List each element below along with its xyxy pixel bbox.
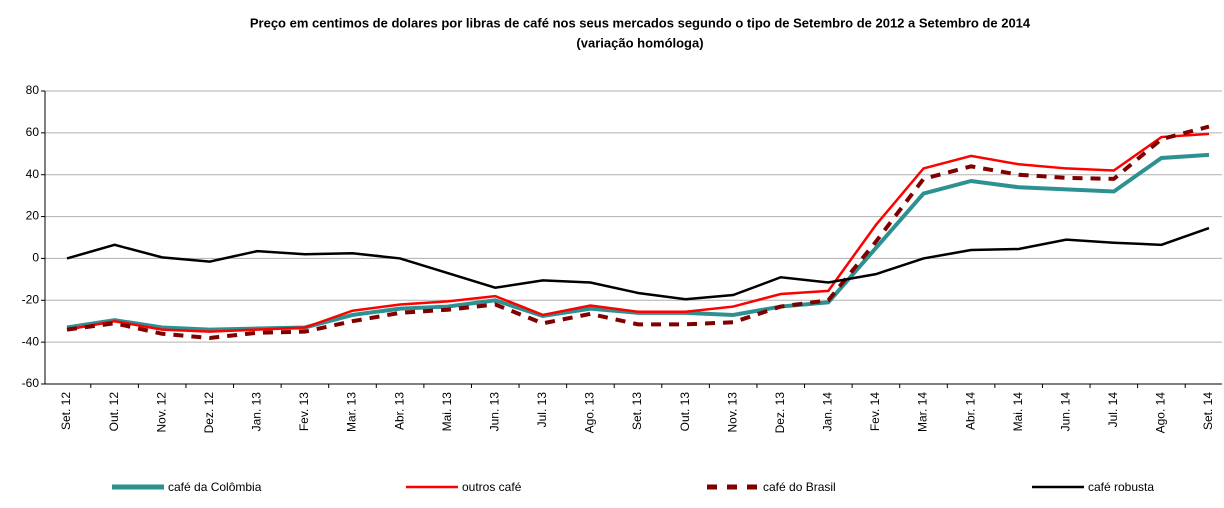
x-tick-label: Ago. 14 <box>1154 392 1168 434</box>
x-tick-label: Set. 13 <box>630 392 644 430</box>
legend-label: café robusta <box>1088 480 1154 494</box>
y-tick-label: 20 <box>26 209 40 223</box>
series-line <box>66 226 1210 301</box>
y-tick-label: -40 <box>22 334 40 348</box>
x-tick-label: Set. 14 <box>1201 392 1215 430</box>
x-tick-label: Set. 12 <box>59 392 73 430</box>
x-tick-label: Dez. 12 <box>202 392 216 434</box>
x-tick-label: Abr. 14 <box>963 392 977 430</box>
x-tick-label: Mai. 13 <box>440 392 454 432</box>
legend-label: café da Colômbia <box>168 480 262 494</box>
x-tick-label: Dez. 13 <box>773 392 787 434</box>
x-tick-label: Jun. 14 <box>1058 392 1072 432</box>
series-line <box>66 124 1210 340</box>
y-tick-label: 80 <box>26 83 40 97</box>
y-tick-label: 60 <box>26 125 40 139</box>
chart-subtitle: (variação homóloga) <box>576 35 703 50</box>
x-tick-label: Mar. 13 <box>345 392 359 432</box>
x-tick-label: Abr. 13 <box>392 392 406 430</box>
x-tick-label: Ago. 13 <box>583 392 597 434</box>
x-tick-label: Fev. 14 <box>868 392 882 431</box>
x-tick-label: Jul. 13 <box>535 392 549 428</box>
y-tick-label: 0 <box>32 251 39 265</box>
y-tick-label: -60 <box>22 376 40 390</box>
x-tick-label: Mai. 14 <box>1011 392 1025 432</box>
x-tick-label: Nov. 13 <box>725 392 739 433</box>
chart-title: Preço em centimos de dolares por libras … <box>250 15 1031 30</box>
x-tick-label: Out. 12 <box>107 392 121 432</box>
x-tick-label: Nov. 12 <box>154 392 168 433</box>
x-tick-label: Fev. 13 <box>297 392 311 431</box>
y-tick-label: 40 <box>26 167 40 181</box>
x-tick-label: Out. 13 <box>678 392 692 432</box>
legend-label: café do Brasil <box>763 480 836 494</box>
y-tick-label: -20 <box>22 292 40 306</box>
x-tick-label: Jul. 14 <box>1106 392 1120 428</box>
series-line <box>66 132 1210 333</box>
x-tick-label: Mar. 14 <box>916 392 930 432</box>
x-tick-label: Jan. 13 <box>250 392 264 432</box>
series-line <box>66 152 1210 332</box>
x-tick-label: Jan. 14 <box>821 392 835 432</box>
legend-label: outros café <box>462 480 522 494</box>
x-tick-label: Jun. 13 <box>487 392 501 432</box>
